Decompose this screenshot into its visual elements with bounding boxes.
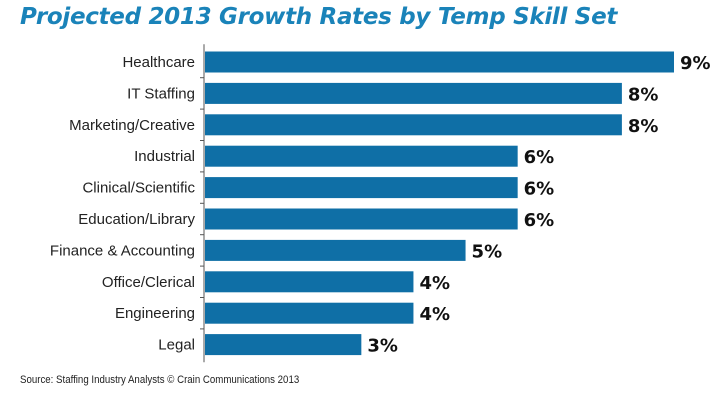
chart-title: Projected 2013 Growth Rates by Temp Skil… — [20, 4, 618, 30]
data-label: 8% — [628, 116, 659, 137]
category-label: Finance & Accounting — [50, 242, 195, 259]
data-label: 6% — [524, 179, 555, 200]
bar — [205, 208, 518, 230]
category-label: IT Staffing — [127, 85, 195, 102]
bar — [205, 51, 674, 73]
category-label: Engineering — [115, 305, 195, 322]
data-label: 4% — [419, 273, 450, 294]
category-label: Education/Library — [78, 211, 195, 228]
bar — [205, 334, 362, 356]
bar — [205, 302, 414, 324]
bar — [205, 114, 622, 136]
bar — [205, 239, 466, 261]
bar — [205, 82, 622, 104]
category-label: Office/Clerical — [102, 274, 195, 291]
category-label: Healthcare — [122, 54, 195, 71]
data-label: 5% — [472, 241, 503, 262]
data-label: 4% — [419, 304, 450, 325]
bar — [205, 271, 414, 293]
category-label: Industrial — [134, 148, 195, 165]
category-label: Clinical/Scientific — [82, 180, 195, 197]
data-label: 3% — [367, 336, 398, 357]
category-label: Marketing/Creative — [69, 117, 195, 134]
source-note: Source: Staffing Industry Analysts © Cra… — [20, 374, 300, 386]
bar — [205, 177, 518, 199]
data-label: 9% — [680, 53, 711, 74]
data-label: 6% — [524, 147, 555, 168]
category-label: Legal — [158, 337, 195, 354]
bar — [205, 145, 518, 167]
data-label: 6% — [524, 210, 555, 231]
data-label: 8% — [628, 84, 659, 105]
